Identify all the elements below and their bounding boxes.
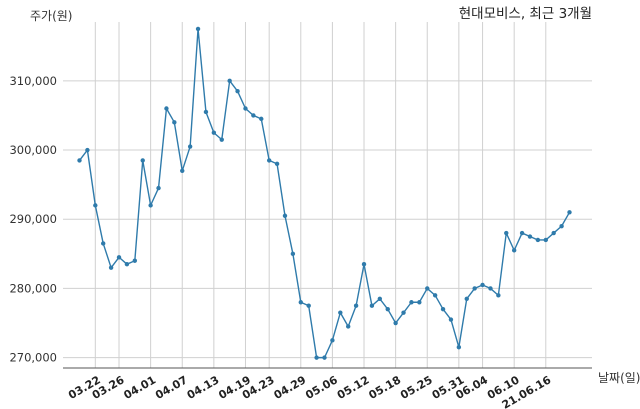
data-point (290, 251, 296, 257)
data-point (227, 78, 232, 84)
data-point (108, 265, 114, 270)
y-axis-label: 주가(원) (30, 9, 72, 23)
data-point (259, 116, 264, 122)
data-point (527, 234, 533, 239)
y-tick-label: 270,000 (9, 351, 57, 365)
data-point (101, 241, 106, 246)
data-point (180, 168, 185, 173)
x-tick-label: 04.29 (272, 373, 309, 402)
data-point (480, 282, 485, 288)
data-point (298, 300, 303, 305)
data-point (140, 158, 145, 163)
data-point (282, 213, 288, 218)
data-point (567, 210, 572, 215)
x-tick-label: 05.06 (303, 373, 340, 402)
data-point (77, 158, 82, 163)
y-tick-label: 300,000 (9, 143, 57, 157)
data-point (425, 286, 430, 291)
data-point (559, 223, 564, 229)
y-tick-label: 290,000 (9, 212, 57, 226)
data-point (164, 106, 169, 111)
x-tick-label: 04.01 (121, 373, 158, 402)
data-point (417, 300, 422, 305)
data-point (172, 120, 177, 125)
x-tick-label: 04.13 (185, 373, 222, 402)
data-point (93, 203, 98, 208)
data-point (148, 203, 153, 208)
data-point (156, 185, 161, 191)
x-tick-label: 05.18 (366, 373, 403, 402)
data-point (322, 355, 327, 360)
data-point (314, 355, 319, 360)
data-point (353, 303, 359, 308)
data-point (274, 161, 280, 167)
data-point (266, 158, 272, 163)
data-point (219, 137, 224, 142)
chart-title: 현대모비스, 최근 3개월 (459, 6, 592, 22)
data-point (496, 293, 501, 298)
data-point (535, 237, 541, 243)
data-point (85, 147, 90, 153)
data-point (251, 113, 256, 118)
y-tick-label: 280,000 (9, 281, 57, 295)
data-point (448, 317, 454, 322)
data-point (393, 320, 398, 326)
data-point (203, 109, 209, 115)
data-point (211, 130, 217, 135)
data-point (472, 286, 477, 291)
data-point (385, 306, 390, 312)
series-layer (77, 26, 572, 360)
data-point (440, 306, 446, 312)
data-point (195, 26, 201, 32)
grid-layer (63, 22, 592, 368)
data-point (519, 230, 525, 236)
data-point (361, 262, 367, 267)
data-point (338, 310, 343, 315)
data-point (488, 286, 493, 291)
data-point (432, 293, 438, 298)
data-point (377, 296, 383, 301)
data-point (124, 262, 130, 267)
data-point (369, 303, 375, 308)
series-line (78, 28, 571, 359)
x-tick-label: 05.25 (398, 373, 435, 402)
data-point (401, 310, 406, 315)
data-point (243, 106, 248, 111)
data-point (511, 248, 517, 253)
x-tick-label: 04.07 (153, 373, 190, 402)
data-point (456, 345, 462, 350)
data-point (132, 258, 138, 263)
data-point (187, 144, 193, 149)
data-point (346, 324, 351, 329)
x-tick-label: 05.12 (335, 373, 372, 402)
data-point (551, 230, 556, 236)
data-point (235, 89, 240, 94)
data-point (464, 296, 469, 301)
data-point (306, 303, 311, 308)
data-point (330, 338, 335, 343)
data-point (116, 255, 122, 260)
data-point (504, 230, 509, 236)
label-layer: 270,000280,000290,000300,000310,00003.22… (9, 74, 553, 409)
data-point (409, 300, 414, 305)
x-axis-label: 날짜(일) (598, 371, 640, 385)
data-point (543, 237, 548, 243)
y-tick-label: 310,000 (9, 74, 57, 88)
